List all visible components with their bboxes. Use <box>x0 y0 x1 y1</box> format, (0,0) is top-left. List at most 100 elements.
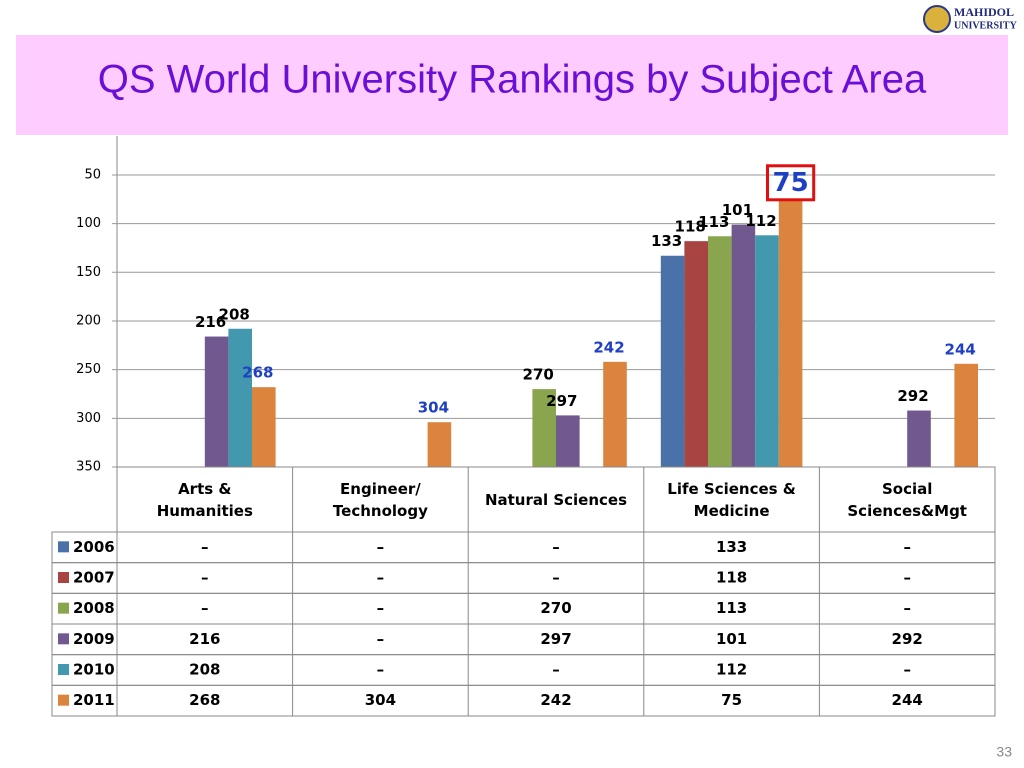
table-cell: 244 <box>892 691 923 709</box>
bar <box>778 199 803 467</box>
y-tick-label: 100 <box>76 216 101 231</box>
bar <box>603 361 627 467</box>
data-label: 304 <box>418 399 449 417</box>
table-row <box>51 562 996 594</box>
highlight-box <box>766 164 816 202</box>
legend-swatch <box>58 633 69 645</box>
legend-label: 2008 <box>73 599 115 617</box>
data-label: 113 <box>698 213 729 231</box>
legend-swatch <box>58 541 69 553</box>
table-cell: – <box>201 538 209 556</box>
bar <box>532 389 556 467</box>
category-cell: Natural Sciences <box>484 490 628 509</box>
category-cell: Life Sciences & Medicine <box>667 479 796 520</box>
bar <box>228 328 252 467</box>
table-header <box>116 466 996 533</box>
table-cell: 297 <box>540 630 571 648</box>
bar <box>427 422 452 467</box>
logo-text: UNIVERSITY <box>954 20 1018 31</box>
legend-label: 2010 <box>73 661 115 679</box>
table-cell: – <box>377 661 385 679</box>
table-cell: – <box>377 538 385 556</box>
category-cell: Arts & Humanities <box>156 479 253 520</box>
logo-emblem <box>923 5 951 33</box>
table-cell: 101 <box>716 630 747 648</box>
table-cell: 118 <box>716 569 747 587</box>
data-label: 292 <box>897 387 928 405</box>
table-cell: 292 <box>892 630 923 648</box>
table-cell: – <box>377 599 385 617</box>
data-label: 244 <box>945 340 976 358</box>
table-cell: – <box>552 538 560 556</box>
table-cell: 270 <box>540 599 571 617</box>
title-band <box>16 35 1008 135</box>
table-cell: 75 <box>721 691 742 709</box>
table-cell: – <box>201 569 209 587</box>
table-cell: 133 <box>716 538 747 556</box>
table-cell: 112 <box>716 661 747 679</box>
table-cell: – <box>201 599 209 617</box>
table-row <box>51 531 996 564</box>
table-cell: 304 <box>365 691 396 709</box>
legend-label: 2007 <box>73 569 115 587</box>
table-row <box>51 592 996 625</box>
legend-swatch <box>58 572 69 583</box>
x-tick-label: Social Sciences&Mgt <box>847 479 967 520</box>
data-label: 112 <box>745 212 776 230</box>
chart-title: QS World University Rankings by Subject … <box>98 58 927 102</box>
legend-label: 2009 <box>73 630 115 648</box>
data-label: 208 <box>219 305 250 323</box>
y-tick-label: 300 <box>76 411 101 426</box>
data-label: 216 <box>195 313 226 331</box>
y-tick-label: 250 <box>76 362 101 377</box>
data-label: 118 <box>675 218 706 236</box>
table-cell: – <box>903 661 911 679</box>
y-tick-label: 50 <box>84 167 101 182</box>
table-cell: – <box>903 599 911 617</box>
y-tick-label: 200 <box>76 313 101 328</box>
legend-swatch <box>58 602 69 614</box>
data-label: 242 <box>593 338 624 356</box>
bar <box>252 387 276 467</box>
category-cell: Engineer/ Technology <box>332 479 428 520</box>
table-cell: – <box>552 569 560 587</box>
bar <box>954 363 978 467</box>
x-tick-label: Life Sciences & Medicine <box>667 479 796 520</box>
y-tick-label: 150 <box>76 265 101 280</box>
table-cell: 268 <box>189 691 220 709</box>
y-tick-label: 350 <box>76 460 101 475</box>
legend-label: 2011 <box>73 691 115 709</box>
bar <box>204 336 229 467</box>
table-cell: – <box>377 630 385 648</box>
page-number: 33 <box>996 744 1012 760</box>
bar <box>731 224 756 467</box>
legend-label: 2006 <box>73 538 115 556</box>
table-cell: 208 <box>189 661 220 679</box>
legend-swatch <box>58 664 69 675</box>
table-cell: – <box>552 661 560 679</box>
table-cell: 113 <box>716 599 747 617</box>
legend-swatch <box>58 694 69 706</box>
data-label: 268 <box>242 364 273 382</box>
category-cell: Social Sciences&Mgt <box>847 479 967 520</box>
bar <box>708 236 732 467</box>
table-cell: – <box>903 538 911 556</box>
data-label: 101 <box>722 201 753 219</box>
table-cell: – <box>377 569 385 587</box>
bar <box>907 410 931 467</box>
data-label: 270 <box>523 366 554 384</box>
data-label: 297 <box>546 392 577 410</box>
data-label: 133 <box>651 232 682 250</box>
bar <box>660 255 685 467</box>
bar <box>755 235 779 467</box>
x-tick-label: Natural Sciences <box>484 490 628 509</box>
bar <box>684 241 708 467</box>
x-tick-label: Engineer/ Technology <box>332 479 428 520</box>
bar <box>556 415 580 467</box>
logo-text: MAHIDOL <box>954 5 1014 19</box>
table-cell: – <box>903 569 911 587</box>
data-label: 75 <box>773 168 809 198</box>
table-cell: 242 <box>540 691 571 709</box>
x-tick-label: Arts & Humanities <box>156 479 253 520</box>
